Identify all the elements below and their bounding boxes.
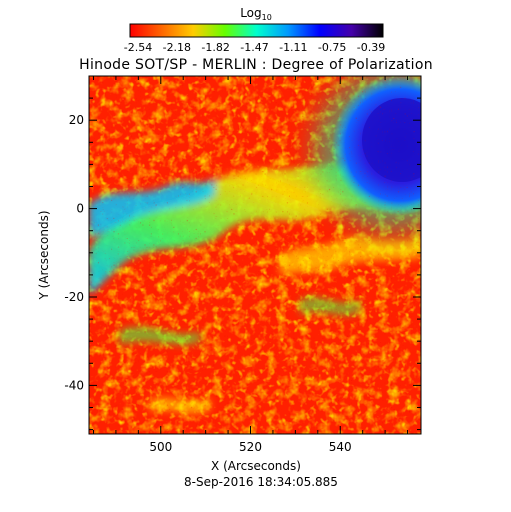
colorbar-strip <box>129 23 384 38</box>
y-tick-label: 20 <box>69 113 84 127</box>
y-tick-label: 0 <box>76 202 84 216</box>
timestamp: 8-Sep-2016 18:34:05.885 <box>184 475 338 489</box>
plot-title: Hinode SOT/SP - MERLIN : Degree of Polar… <box>79 57 433 73</box>
colorbar-tick-label: -0.39 <box>357 41 385 54</box>
y-tick-label: -40 <box>64 378 84 392</box>
x-tick-label: 540 <box>329 440 352 454</box>
y-axis-label: Y (Arcseconds) <box>37 210 51 300</box>
polarization-map <box>89 76 421 434</box>
x-axis-label: X (Arcseconds) <box>211 459 301 473</box>
y-tick-label: -20 <box>64 290 84 304</box>
colorbar-tick-label: -1.11 <box>279 41 307 54</box>
colorbar-tick-label: -0.75 <box>318 41 346 54</box>
x-axis: 500 520 540 <box>92 76 409 454</box>
colorbar-tick-label: -2.54 <box>124 41 152 54</box>
colorbar-label: Log10 <box>240 6 272 22</box>
colorbar-tick-label: -2.18 <box>163 41 191 54</box>
colorbar-tick-label: -1.47 <box>240 41 268 54</box>
plot-frame <box>88 75 422 435</box>
y-axis: 20 0 -20 -40 <box>64 75 421 431</box>
x-tick-label: 520 <box>239 440 262 454</box>
colorbar-ticks: -2.54 -2.18 -1.82 -1.47 -1.11 -0.75 -0.39 <box>124 41 385 54</box>
colorbar: Log10 -2.54 -2.18 -1.82 -1.47 -1.11 -0.75 -0.3… <box>124 6 385 54</box>
colorbar-tick-label: -1.82 <box>201 41 229 54</box>
x-tick-label: 500 <box>149 440 172 454</box>
